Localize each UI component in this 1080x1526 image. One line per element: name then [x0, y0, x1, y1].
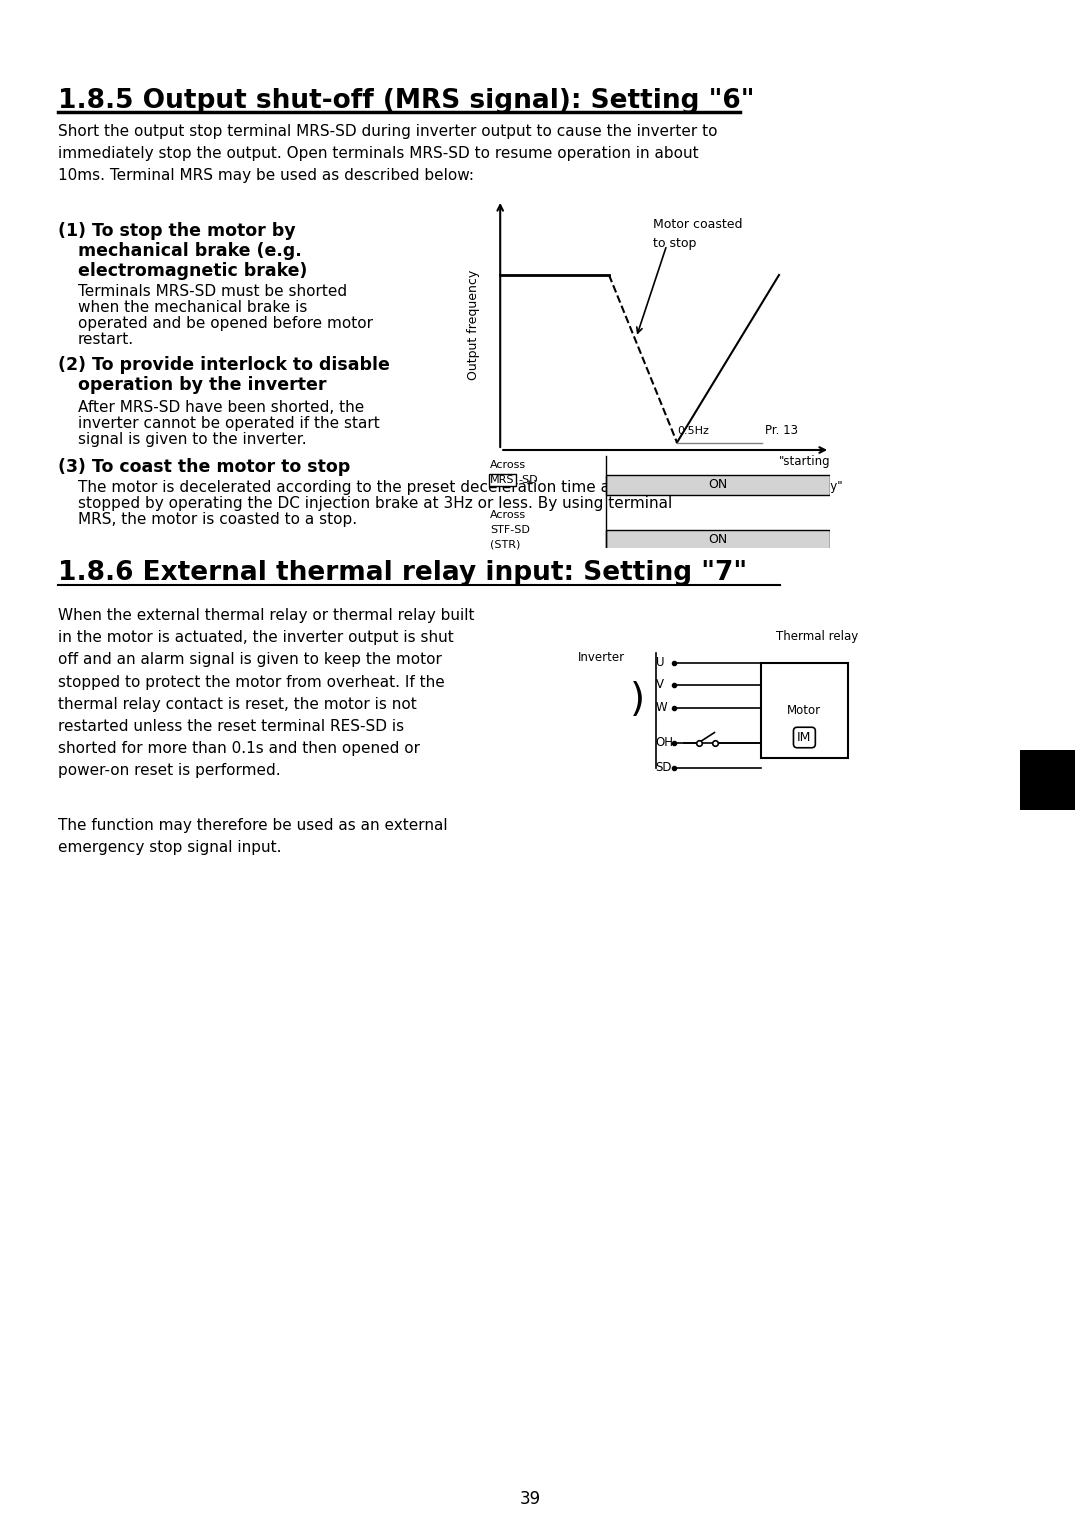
Text: operation by the inverter: operation by the inverter	[78, 375, 326, 394]
Text: Motor coasted: Motor coasted	[653, 218, 743, 230]
Text: Across: Across	[490, 459, 526, 470]
Text: Motor: Motor	[787, 703, 822, 717]
Text: (3) To coast the motor to stop: (3) To coast the motor to stop	[58, 458, 350, 476]
Text: "starting: "starting	[779, 455, 831, 468]
Text: Thermal relay: Thermal relay	[777, 630, 859, 642]
Text: ON: ON	[708, 478, 728, 491]
Text: When the external thermal relay or thermal relay built
in the motor is actuated,: When the external thermal relay or therm…	[58, 607, 474, 778]
Text: V: V	[656, 679, 663, 691]
Text: restart.: restart.	[78, 333, 134, 346]
Text: Pr. 13: Pr. 13	[766, 424, 798, 438]
Text: MRS, the motor is coasted to a stop.: MRS, the motor is coasted to a stop.	[78, 513, 357, 526]
Text: stopped by operating the DC injection brake at 3Hz or less. By using terminal: stopped by operating the DC injection br…	[78, 496, 672, 511]
Text: -SD: -SD	[518, 475, 539, 485]
Text: (2) To provide interlock to disable: (2) To provide interlock to disable	[58, 356, 390, 374]
Bar	[606, 530, 831, 549]
Text: to stop: to stop	[653, 238, 697, 250]
Text: Output frequency: Output frequency	[467, 270, 480, 380]
Text: signal is given to the inverter.: signal is given to the inverter.	[78, 432, 307, 447]
Text: 1.8.5 Output shut-off (MRS signal): Setting "6": 1.8.5 Output shut-off (MRS signal): Sett…	[58, 89, 755, 114]
Text: 0.5Hz: 0.5Hz	[677, 426, 708, 436]
Text: (STR): (STR)	[490, 540, 521, 549]
Text: 39: 39	[519, 1489, 541, 1508]
Text: OH: OH	[656, 736, 674, 749]
Text: mechanical brake (e.g.: mechanical brake (e.g.	[78, 243, 301, 259]
Text: Short the output stop terminal MRS-SD during inverter output to cause the invert: Short the output stop terminal MRS-SD du…	[58, 124, 717, 183]
Text: SD: SD	[656, 761, 672, 774]
Text: inverter cannot be operated if the start: inverter cannot be operated if the start	[78, 417, 380, 430]
Text: U: U	[656, 656, 664, 668]
Text: ON: ON	[708, 533, 728, 546]
Text: when the mechanical brake is: when the mechanical brake is	[78, 301, 308, 314]
Text: The function may therefore be used as an external
emergency stop signal input.: The function may therefore be used as an…	[58, 818, 447, 855]
Bar	[606, 475, 831, 494]
Text: 1.8.6 External thermal relay input: Setting "7": 1.8.6 External thermal relay input: Sett…	[58, 560, 747, 586]
Text: electromagnetic brake): electromagnetic brake)	[78, 262, 308, 279]
Text: Inverter: Inverter	[578, 652, 625, 664]
Text: ): )	[630, 681, 645, 719]
Bar	[761, 662, 848, 757]
Text: Across: Across	[490, 510, 526, 520]
Text: operated and be opened before motor: operated and be opened before motor	[78, 316, 373, 331]
Text: 1: 1	[1038, 766, 1056, 794]
Text: Terminals MRS-SD must be shorted: Terminals MRS-SD must be shorted	[78, 284, 347, 299]
Text: IM: IM	[797, 731, 811, 745]
Text: STF-SD: STF-SD	[490, 525, 530, 534]
Text: After MRS-SD have been shorted, the: After MRS-SD have been shorted, the	[78, 400, 364, 415]
Text: W: W	[656, 700, 667, 714]
Text: (1) To stop the motor by: (1) To stop the motor by	[58, 221, 296, 240]
Text: frequency": frequency"	[779, 481, 843, 493]
Text: MRS: MRS	[490, 475, 514, 485]
Text: The motor is decelerated according to the preset deceleration time and is: The motor is decelerated according to th…	[78, 481, 647, 494]
